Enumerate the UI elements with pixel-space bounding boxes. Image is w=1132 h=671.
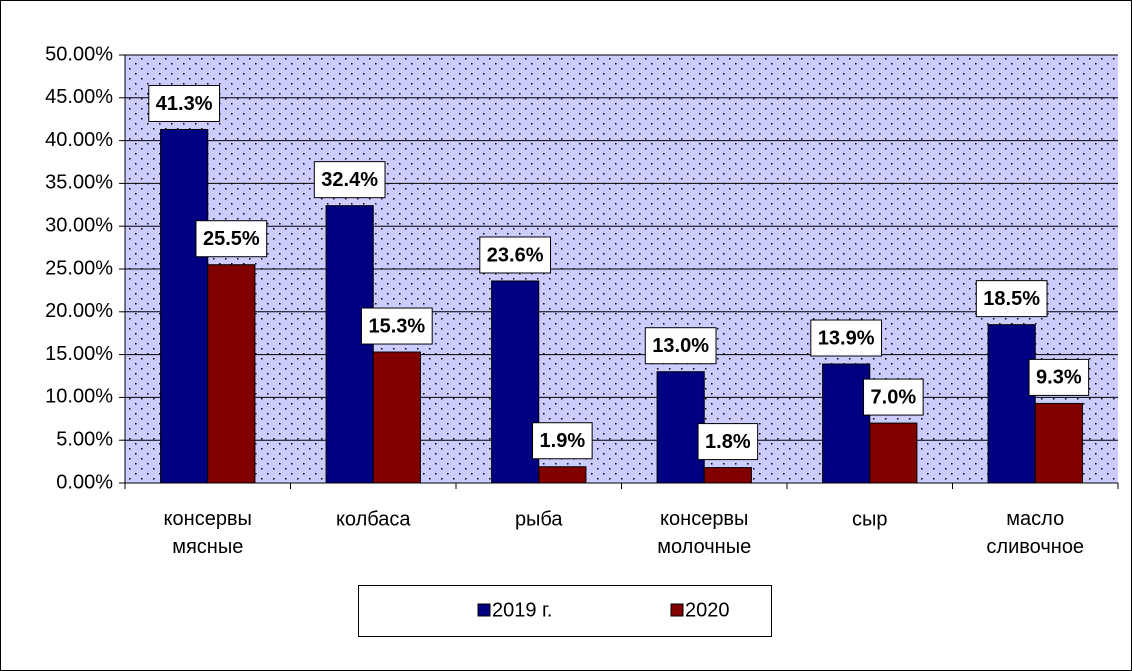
bar: [372, 351, 421, 484]
bar: [656, 371, 705, 484]
y-tick-label: 15.00%: [45, 343, 113, 365]
data-label-box: [975, 280, 1048, 318]
bar: [703, 467, 752, 484]
data-label-box: [1028, 358, 1090, 396]
bar: [987, 324, 1036, 484]
x-tick-label: рыба: [515, 508, 563, 530]
bar: [538, 466, 587, 484]
x-tick-label: сыр: [852, 508, 888, 530]
bar: [491, 280, 540, 484]
y-tick-label: 30.00%: [45, 214, 113, 236]
bar: [822, 363, 871, 484]
y-tick-label: 35.00%: [45, 172, 113, 194]
y-tick-label: 5.00%: [56, 428, 113, 450]
y-tick-label: 25.00%: [45, 257, 113, 279]
legend-swatch: [670, 603, 684, 617]
data-label: 9.3%: [1036, 367, 1082, 389]
y-tick-label: 40.00%: [45, 129, 113, 151]
data-label-box: [360, 307, 433, 345]
data-label-box: [479, 236, 552, 274]
data-label-box: [697, 423, 759, 461]
data-label: 15.3%: [368, 315, 425, 337]
legend-label: 2019 г.: [492, 599, 552, 621]
grid: [125, 54, 1118, 484]
data-label: 32.4%: [321, 169, 378, 191]
bar: [869, 422, 918, 484]
data-label-box: [313, 161, 386, 199]
legend-label: 2020: [685, 599, 730, 621]
data-label-box: [810, 319, 883, 357]
data-label: 13.0%: [652, 335, 709, 357]
data-label: 7.0%: [871, 386, 917, 408]
y-tick-label: 10.00%: [45, 386, 113, 408]
y-tick-label: 45.00%: [45, 86, 113, 108]
x-tick-label: консервы молочные: [657, 508, 751, 558]
data-label-box: [644, 327, 717, 365]
y-tick-label: 0.00%: [56, 471, 113, 493]
x-tick-label: консервы мясные: [164, 508, 252, 558]
data-label-box: [532, 422, 593, 460]
data-label-box: [195, 220, 268, 258]
bar: [1034, 402, 1083, 484]
y-tick-label: 20.00%: [45, 300, 113, 322]
data-label: 23.6%: [487, 244, 544, 266]
data-label: 1.9%: [540, 430, 586, 452]
data-label: 25.5%: [203, 228, 260, 250]
data-label: 13.9%: [818, 327, 875, 349]
bar: [160, 128, 209, 484]
data-label: 18.5%: [983, 288, 1040, 310]
bar: [207, 264, 256, 484]
legend-swatch: [477, 603, 491, 617]
data-label: 1.8%: [705, 431, 751, 453]
x-tick-label: масло сливочное: [986, 508, 1084, 558]
data-label-box: [863, 378, 924, 416]
data-label: 41.3%: [156, 93, 213, 115]
legend: [358, 585, 772, 637]
x-tick-label: колбаса: [336, 508, 411, 530]
y-tick-label: 50.00%: [45, 43, 113, 65]
data-label-box: [148, 84, 221, 122]
